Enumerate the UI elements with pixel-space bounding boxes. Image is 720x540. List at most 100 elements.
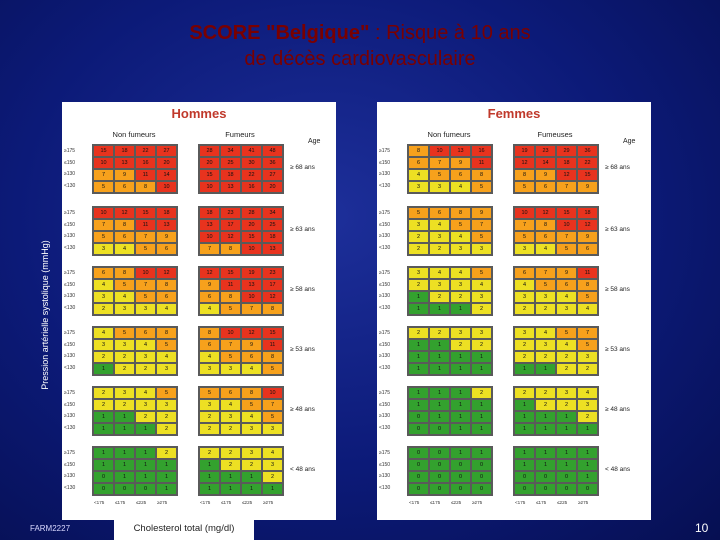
age-label: < 48 ans	[605, 466, 631, 473]
risk-cell: 2	[157, 424, 176, 434]
risk-cell: 7	[200, 244, 219, 254]
risk-cell: 6	[200, 340, 219, 350]
risk-cell: 7	[136, 280, 155, 290]
risk-cell: 3	[136, 352, 155, 362]
risk-cell: 13	[221, 182, 240, 192]
risk-cell: 10	[430, 146, 449, 156]
risk-cell: 2	[536, 352, 555, 362]
risk-cell: 1	[221, 472, 240, 482]
bp-label: ≥175	[64, 270, 76, 276]
risk-cell: 5	[136, 292, 155, 302]
risk-cell: 2	[409, 328, 428, 338]
risk-cell: 1	[430, 388, 449, 398]
risk-cell: 0	[472, 472, 491, 482]
risk-cell: 5	[536, 280, 555, 290]
risk-cell: 5	[200, 388, 219, 398]
risk-cell: 12	[557, 170, 576, 180]
risk-cell: 5	[115, 328, 134, 338]
risk-cell: 4	[242, 364, 261, 374]
risk-cell: 0	[472, 460, 491, 470]
smoker-risk-block: 8 10 12 15 6 7 9 11 4 5 6 8 3 3 4 5	[198, 326, 284, 376]
risk-cell: 4	[409, 170, 428, 180]
risk-cell: 3	[472, 292, 491, 302]
risk-cell: 6	[157, 292, 176, 302]
risk-cell: 1	[451, 304, 470, 314]
risk-cell: 1	[157, 484, 176, 494]
risk-cell: 0	[409, 448, 428, 458]
risk-cell: 13	[451, 146, 470, 156]
risk-cell: 7	[263, 400, 282, 410]
risk-cell: 6	[409, 158, 428, 168]
risk-cell: 5	[515, 232, 534, 242]
nonsmoker-header: Non fumeurs	[112, 130, 156, 139]
risk-cell: 0	[557, 484, 576, 494]
nonsmoker-risk-block: 8 10 13 16 6 7 9 11 4 5 6 8 3 3 4 5	[407, 144, 493, 194]
risk-cell: 3	[472, 244, 491, 254]
risk-cell: 8	[115, 220, 134, 230]
risk-cell: 3	[263, 460, 282, 470]
nonsmoker-risk-block: 10 12 15 18 7 8 11 13 5 6 7 9 3 4 5 6	[92, 206, 178, 256]
risk-cell: 18	[263, 232, 282, 242]
risk-cell: 2	[242, 460, 261, 470]
risk-cell: 1	[115, 448, 134, 458]
bp-label: ≥130	[379, 171, 391, 177]
risk-cell: 1	[536, 460, 555, 470]
risk-cell: 0	[515, 472, 534, 482]
risk-cell: 2	[409, 232, 428, 242]
risk-cell: 19	[242, 268, 261, 278]
risk-cell: 29	[557, 146, 576, 156]
risk-cell: 1	[472, 448, 491, 458]
risk-cell: 10	[94, 158, 113, 168]
risk-cell: 0	[430, 472, 449, 482]
risk-cell: 1	[451, 412, 470, 422]
risk-cell: 10	[94, 208, 113, 218]
panel-title: Hommes	[171, 106, 227, 121]
risk-cell: 1	[200, 472, 219, 482]
risk-cell: 1	[578, 460, 597, 470]
risk-cell: 20	[200, 158, 219, 168]
risk-cell: 3	[221, 412, 240, 422]
risk-cell: 11	[136, 220, 155, 230]
bp-label: <130	[379, 182, 391, 189]
bp-label: ≥175	[379, 330, 391, 336]
risk-cell: 2	[221, 460, 240, 470]
risk-cell: 10	[242, 244, 261, 254]
risk-cell: 7	[242, 304, 261, 314]
cholesterol-tick: <175	[200, 500, 211, 505]
risk-cell: 1	[115, 460, 134, 470]
risk-cell: 4	[557, 292, 576, 302]
risk-cell: 18	[200, 208, 219, 218]
bp-label: ≥130	[64, 353, 76, 359]
risk-cell: 1	[115, 412, 134, 422]
cholesterol-tick: ≥275	[263, 500, 274, 505]
risk-cell: 1	[536, 424, 555, 434]
risk-cell: 1	[472, 400, 491, 410]
risk-cell: 6	[557, 280, 576, 290]
bp-label: ≥130	[379, 233, 391, 239]
risk-cell: 18	[578, 208, 597, 218]
risk-cell: 17	[263, 280, 282, 290]
risk-cell: 28	[200, 146, 219, 156]
risk-cell: 0	[430, 424, 449, 434]
bp-label: ≥175	[379, 210, 391, 216]
risk-cell: 5	[515, 182, 534, 192]
risk-cell: 3	[430, 182, 449, 192]
risk-cell: 5	[472, 268, 491, 278]
risk-cell: 15	[94, 146, 113, 156]
risk-cell: 22	[578, 158, 597, 168]
risk-cell: 4	[430, 268, 449, 278]
nonsmoker-header: Non fumeurs	[427, 130, 471, 139]
risk-cell: 13	[200, 220, 219, 230]
risk-cell: 5	[578, 292, 597, 302]
risk-cell: 6	[242, 352, 261, 362]
risk-cell: 4	[451, 182, 470, 192]
title-rest: : Risque à 10 ans	[369, 22, 531, 44]
age-label: ≥ 53 ans	[605, 346, 630, 353]
risk-cell: 6	[94, 268, 113, 278]
age-label: ≥ 68 ans	[605, 164, 630, 171]
cholesterol-tick: <175	[409, 500, 420, 505]
risk-cell: 4	[451, 232, 470, 242]
bp-label: ≥130	[379, 353, 391, 359]
risk-cell: 0	[409, 412, 428, 422]
